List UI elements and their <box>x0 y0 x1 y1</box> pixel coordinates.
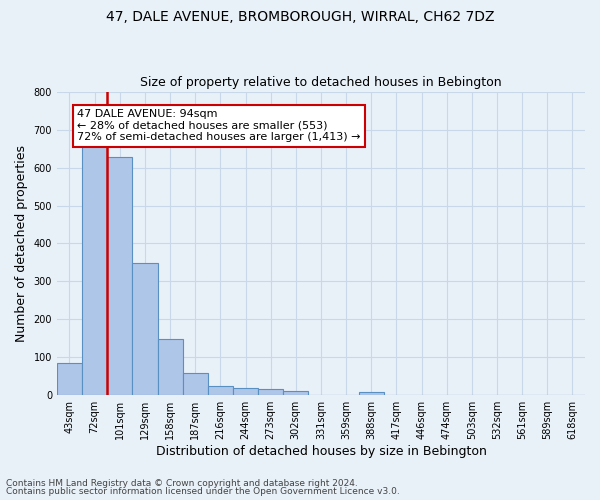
Y-axis label: Number of detached properties: Number of detached properties <box>15 145 28 342</box>
Bar <box>359 392 384 394</box>
Text: Contains public sector information licensed under the Open Government Licence v3: Contains public sector information licen… <box>6 487 400 496</box>
Bar <box>182 373 208 394</box>
Bar <box>57 364 82 394</box>
Text: 47 DALE AVENUE: 94sqm
← 28% of detached houses are smaller (553)
72% of semi-det: 47 DALE AVENUE: 94sqm ← 28% of detached … <box>77 109 361 142</box>
Bar <box>208 386 233 394</box>
Bar <box>133 263 158 394</box>
X-axis label: Distribution of detached houses by size in Bebington: Distribution of detached houses by size … <box>155 444 487 458</box>
Bar <box>283 391 308 394</box>
Text: Contains HM Land Registry data © Crown copyright and database right 2024.: Contains HM Land Registry data © Crown c… <box>6 478 358 488</box>
Bar <box>258 389 283 394</box>
Bar <box>107 157 133 394</box>
Title: Size of property relative to detached houses in Bebington: Size of property relative to detached ho… <box>140 76 502 90</box>
Text: 47, DALE AVENUE, BROMBOROUGH, WIRRAL, CH62 7DZ: 47, DALE AVENUE, BROMBOROUGH, WIRRAL, CH… <box>106 10 494 24</box>
Bar <box>233 388 258 394</box>
Bar <box>158 338 182 394</box>
Bar <box>82 145 107 394</box>
